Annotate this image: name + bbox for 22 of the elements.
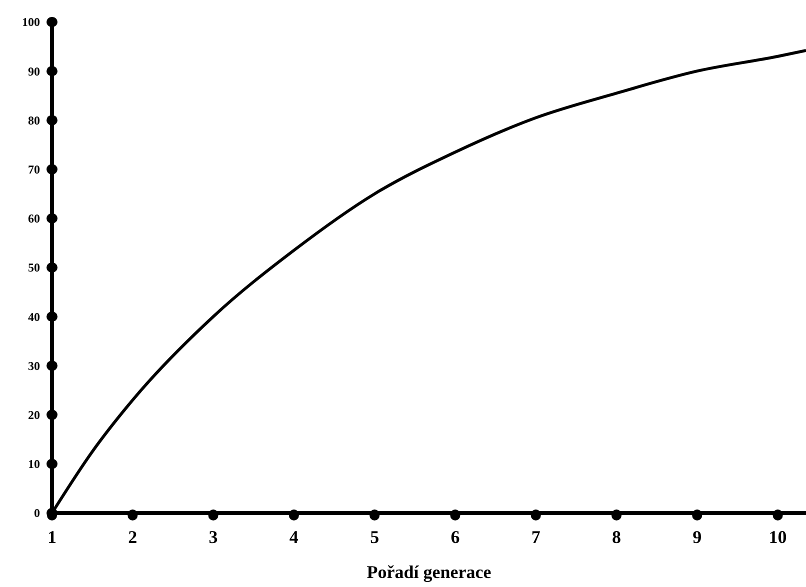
x-tick-label: 4: [289, 527, 298, 547]
y-tick-label: 80: [28, 113, 40, 128]
y-tick-label: 70: [28, 162, 40, 176]
y-tick-label: 60: [28, 212, 40, 226]
y-tick-label: 10: [28, 457, 40, 472]
x-tick-label: 3: [208, 527, 218, 547]
x-tick-label: 7: [531, 527, 540, 547]
x-tick-label: 10: [768, 527, 787, 547]
x-tick-label: 8: [612, 527, 621, 547]
y-tick-label: 100: [22, 15, 40, 30]
x-tick-label: 6: [450, 527, 460, 547]
y-tick-label: 0: [34, 506, 40, 520]
y-tick-label: 50: [28, 260, 40, 275]
x-tick-label: 2: [128, 527, 138, 547]
y-tick-label: 40: [28, 310, 40, 324]
x-axis-title: Pořadí generace: [366, 562, 492, 582]
y-tick-label: 30: [28, 358, 40, 373]
y-tick-label: 20: [28, 408, 40, 422]
y-tick-label: 90: [28, 64, 40, 78]
x-tick-label: 1: [48, 527, 56, 547]
x-tick-label: 5: [370, 527, 380, 547]
x-tick-label: 9: [692, 527, 702, 547]
